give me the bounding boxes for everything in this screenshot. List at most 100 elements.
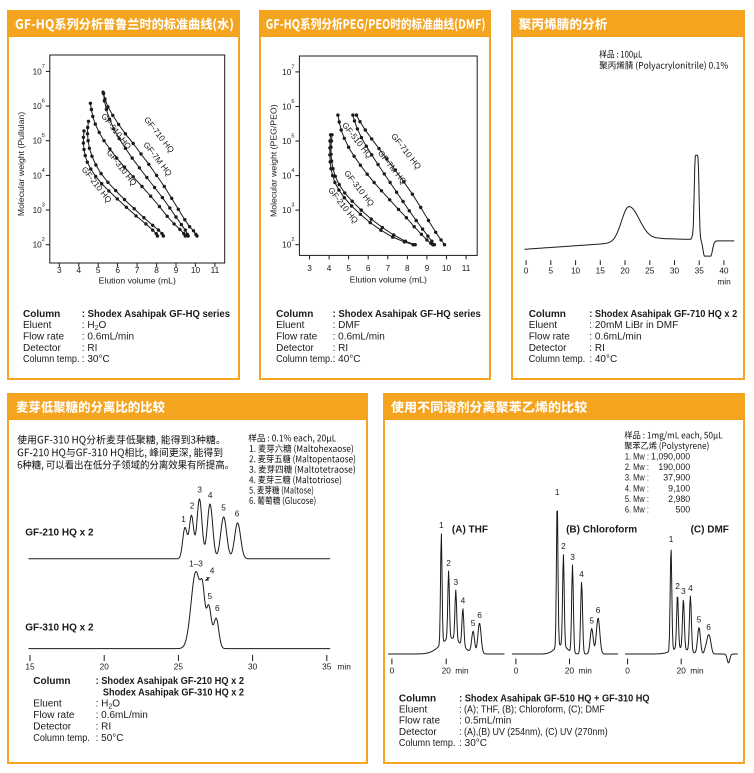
svg-text:11: 11 [462,263,471,273]
svg-text:Flow rate: Flow rate [276,332,318,343]
svg-text:6: 6 [291,99,294,105]
svg-text:4. Mw :: 4. Mw : [625,483,649,493]
svg-text:Column: Column [33,676,70,687]
svg-text:5: 5 [221,502,226,512]
svg-text:15: 15 [596,266,606,276]
svg-text:Column: Column [23,309,60,320]
svg-text:2: 2 [190,501,195,511]
svg-text:7: 7 [135,265,140,275]
svg-text:(A) THF: (A) THF [452,524,488,535]
svg-text:0: 0 [524,266,529,276]
svg-text:10: 10 [33,170,43,180]
svg-text:3. Mw :: 3. Mw : [625,473,649,483]
svg-text:Flow rate: Flow rate [23,332,65,343]
svg-text:9: 9 [174,265,179,275]
svg-text:0: 0 [514,666,519,676]
svg-text:: 30°C: : 30°C [82,354,110,365]
svg-text:2: 2 [291,237,294,243]
svg-text:Eluent: Eluent [399,705,428,716]
svg-text:6: 6 [215,603,220,613]
svg-text:2: 2 [42,237,45,243]
svg-text:190,000: 190,000 [658,462,690,472]
svg-text:1: 1 [669,534,674,544]
svg-text:: (A),(B) UV (254nm), (C) UV (: : (A),(B) UV (254nm), (C) UV (270nm) [459,727,608,738]
svg-text:4: 4 [210,566,215,576]
svg-text:10: 10 [282,171,292,181]
svg-text:Column: Column [276,309,313,320]
svg-text:6: 6 [706,622,711,632]
svg-text:3: 3 [307,263,312,273]
svg-text:5: 5 [697,615,702,625]
svg-text:20: 20 [620,266,630,276]
svg-text:5: 5 [207,591,212,601]
svg-text:: 50°C: : 50°C [96,733,124,744]
svg-text:: 20mM LiBr in DMF: : 20mM LiBr in DMF [589,320,678,331]
svg-text:(B) Chloroform: (B) Chloroform [566,524,637,535]
svg-text:: 0.6mL/min: : 0.6mL/min [96,710,148,721]
svg-text:5: 5 [42,133,45,139]
svg-text:3: 3 [291,203,294,209]
svg-text:6. Mw :: 6. Mw : [625,505,649,515]
svg-text:4: 4 [327,263,332,273]
svg-text:10: 10 [33,205,43,215]
svg-text:: H2O: : H2O [96,699,121,711]
svg-text:Detector: Detector [23,343,61,354]
svg-text:2: 2 [446,558,451,568]
svg-text:11: 11 [211,265,220,275]
svg-text:5: 5 [589,616,594,626]
svg-text:10: 10 [33,66,43,76]
svg-text:5: 5 [291,134,294,140]
svg-text:1: 1 [439,520,444,530]
svg-text:6: 6 [596,605,601,615]
svg-text:Molecular weight (Pullulan): Molecular weight (Pullulan) [16,112,26,216]
svg-text:3: 3 [42,203,45,209]
svg-text:min: min [717,277,731,287]
svg-text:: 0.5mL/min: : 0.5mL/min [459,716,511,727]
svg-text:Column temp.: Column temp. [529,354,586,365]
svg-text:: (A); THF, (B); Chloroform, (: : (A); THF, (B); Chloroform, (C); DMF [459,705,605,716]
svg-text:min: min [690,666,704,676]
svg-text:: RI: : RI [82,343,98,354]
svg-text:Molecular weight (PEG/PEO): Molecular weight (PEG/PEO) [269,104,279,217]
svg-text:8: 8 [154,265,159,275]
svg-text:6: 6 [235,508,240,518]
svg-text:6: 6 [477,610,482,620]
svg-text:Flow rate: Flow rate [529,332,571,343]
svg-text:(C) DMF: (C) DMF [691,524,729,535]
svg-text:4: 4 [208,490,213,500]
svg-text:min: min [579,666,593,676]
svg-text:500: 500 [676,505,691,515]
svg-text:20: 20 [677,666,687,676]
svg-text:: H2O: : H2O [82,320,107,332]
svg-text:: 0.6mL/min: : 0.6mL/min [82,332,134,343]
svg-text:: Shodex Asahipak GF-HQ series: : Shodex Asahipak GF-HQ series [82,309,231,320]
svg-text:3: 3 [570,552,575,562]
svg-text:: Shodex Asahipak GF-710 HQ x: : Shodex Asahipak GF-710 HQ x 2 [589,309,737,320]
svg-text:: 0.6mL/min: : 0.6mL/min [333,332,385,343]
svg-text:Flow rate: Flow rate [33,710,75,721]
svg-text:Detector: Detector [399,727,437,738]
svg-text:7: 7 [291,64,294,70]
svg-text:: RI: : RI [96,722,112,733]
svg-text:Eluent: Eluent [33,699,62,710]
svg-text:1: 1 [181,514,186,524]
svg-text:15: 15 [25,662,35,672]
svg-text:2: 2 [561,541,566,551]
svg-text:Column temp.: Column temp. [23,354,80,365]
svg-text:Detector: Detector [276,343,314,354]
svg-text:: 0.6mL/min: : 0.6mL/min [589,332,641,343]
svg-text:3: 3 [197,484,202,494]
svg-text:8: 8 [405,263,410,273]
svg-text:9: 9 [425,263,430,273]
svg-text:GF-310 HQ x 2: GF-310 HQ x 2 [25,623,94,634]
svg-text:GF-210 HQ x 2: GF-210 HQ x 2 [25,528,94,539]
svg-text:5. Mw :: 5. Mw : [625,494,649,504]
svg-text:7: 7 [42,64,45,70]
svg-text:10: 10 [282,240,292,250]
svg-text:: Shodex Asahipak GF-HQ series: : Shodex Asahipak GF-HQ series [333,309,482,320]
svg-text:4: 4 [688,583,693,593]
svg-text:30: 30 [670,266,680,276]
svg-text:10: 10 [282,205,292,215]
svg-text:10: 10 [33,136,43,146]
svg-text:min: min [455,666,469,676]
